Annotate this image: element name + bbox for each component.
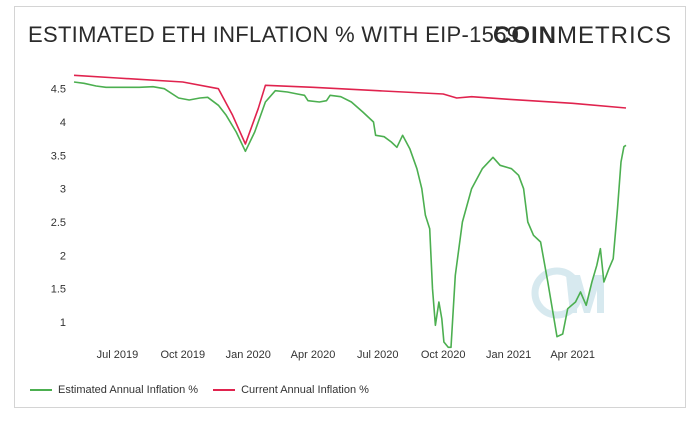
x-tick-label: Oct 2020	[421, 349, 466, 361]
y-axis: 1 1.5 2 2.5 3 3.5 4 4.5	[51, 84, 66, 329]
legend-item-current[interactable]: Current Annual Inflation %	[213, 384, 369, 396]
y-tick-label: 2	[60, 250, 66, 262]
x-tick-label: Jul 2019	[97, 349, 139, 361]
legend: Estimated Annual Inflation % Current Ann…	[30, 382, 381, 396]
x-tick-label: Jan 2020	[226, 349, 271, 361]
x-tick-label: Apr 2020	[291, 349, 336, 361]
brand-logo: COINMETRICS	[493, 22, 672, 50]
chart-title: ESTIMATED ETH INFLATION % WITH EIP-1559	[28, 22, 520, 47]
legend-item-estimated[interactable]: Estimated Annual Inflation %	[30, 384, 198, 396]
series-line-estimated	[73, 81, 627, 349]
legend-label-current: Current Annual Inflation %	[241, 384, 369, 396]
y-tick-label: 4.5	[51, 84, 66, 96]
x-tick-label: Jan 2021	[486, 349, 531, 361]
watermark-m	[566, 275, 604, 313]
chart-frame	[14, 6, 686, 408]
y-tick-label: 1	[60, 317, 66, 329]
watermark-logo	[531, 267, 604, 319]
x-tick-label: Oct 2019	[161, 349, 206, 361]
series-lines	[73, 74, 627, 349]
series-line-current	[73, 74, 627, 145]
legend-swatch-current	[213, 389, 236, 391]
y-tick-label: 1.5	[51, 284, 66, 296]
legend-swatch-estimated	[30, 389, 52, 391]
x-tick-label: Apr 2021	[550, 349, 595, 361]
y-tick-label: 3.5	[51, 150, 66, 162]
y-tick-label: 2.5	[51, 217, 66, 229]
y-tick-label: 4	[60, 117, 66, 129]
brand-logo-bold: COIN	[493, 22, 557, 49]
y-tick-label: 3	[60, 184, 66, 196]
brand-logo-light: METRICS	[557, 22, 672, 49]
x-axis: Jul 2019 Oct 2019 Jan 2020 Apr 2020 Jul 2020…	[97, 349, 595, 361]
x-tick-label: Jul 2020	[357, 349, 399, 361]
legend-label-estimated: Estimated Annual Inflation %	[58, 384, 199, 396]
